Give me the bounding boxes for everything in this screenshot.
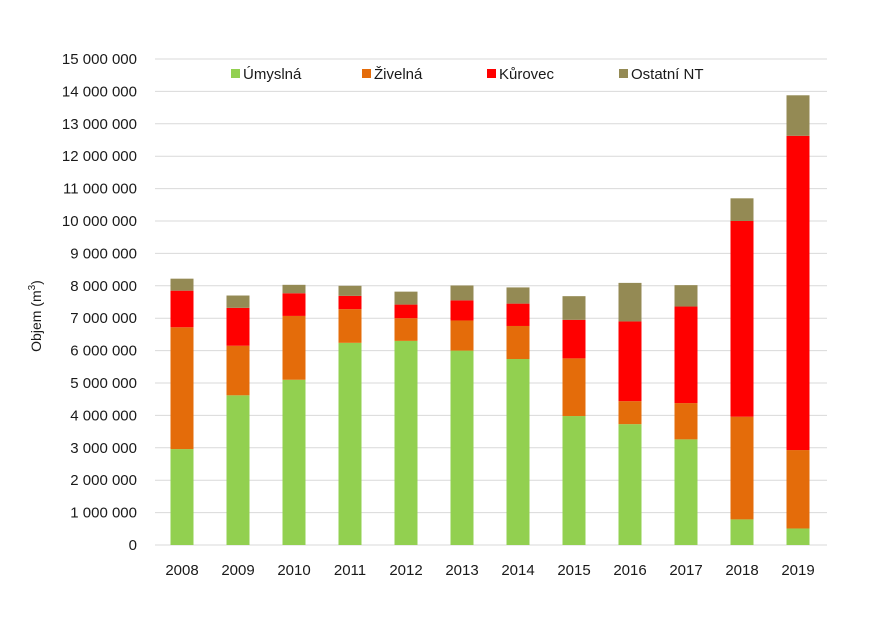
- x-tick-label: 2018: [725, 562, 758, 579]
- legend-label: Ostatní NT: [631, 66, 704, 83]
- x-tick-label: 2011: [334, 562, 366, 579]
- x-tick-label: 2019: [781, 562, 814, 579]
- bar-segment: [562, 416, 586, 545]
- bar-segment: [786, 135, 810, 451]
- y-tick-label: 11 000 000: [63, 181, 137, 198]
- bar-segment: [618, 321, 642, 402]
- legend-item: Kůrovec: [487, 66, 555, 83]
- x-axis-ticks: 2008 2009 2010 2011 2012 2013 2014 2015 2016 2017…: [165, 562, 814, 579]
- bar-segment: [170, 290, 194, 328]
- y-tick-label: 15 000 000: [62, 51, 137, 68]
- y-tick-label: 4 000 000: [70, 407, 137, 424]
- legend-item: Živelná: [362, 66, 423, 83]
- y-axis-ticks: 0 1 000 000 2 000 000 3 000 000 4 000 000 5 0…: [62, 51, 137, 554]
- y-tick-label: 9 000 000: [70, 245, 137, 262]
- bar-segment: [282, 315, 306, 380]
- bar-segment: [338, 285, 362, 296]
- legend-label: Úmyslná: [243, 66, 302, 83]
- x-tick-label: 2010: [277, 562, 310, 579]
- x-tick-label: 2009: [221, 562, 254, 579]
- legend-label: Kůrovec: [499, 66, 555, 83]
- bar-segment: [562, 296, 586, 320]
- bar-segment: [786, 528, 810, 545]
- x-tick-label: 2017: [669, 562, 702, 579]
- bar-segment: [226, 307, 250, 346]
- bar-segment: [394, 318, 418, 341]
- x-tick-label: 2016: [613, 562, 646, 579]
- bar-segment: [786, 450, 810, 529]
- y-tick-label: 6 000 000: [70, 343, 137, 360]
- x-tick-label: 2012: [389, 562, 422, 579]
- bar-segment: [730, 198, 754, 221]
- y-tick-label: 7 000 000: [70, 310, 137, 327]
- bar-segment: [394, 340, 418, 545]
- legend-swatch: [487, 69, 496, 78]
- bar-segment: [226, 395, 250, 545]
- bar-segment: [450, 320, 474, 351]
- bar-segment: [618, 424, 642, 545]
- bar-segment: [674, 306, 698, 404]
- bar-segment: [450, 300, 474, 321]
- bar-segment: [170, 278, 194, 291]
- legend-item: Ostatní NT: [619, 66, 704, 83]
- legend: Úmyslná Živelná Kůrovec Ostatní NT: [231, 66, 704, 83]
- bar-segment: [226, 295, 250, 308]
- y-tick-label: 0: [129, 537, 137, 554]
- bar-segment: [282, 293, 306, 316]
- legend-swatch: [619, 69, 628, 78]
- legend-item: Úmyslná: [231, 66, 302, 83]
- bar-segment: [618, 282, 642, 322]
- bar-segment: [730, 221, 754, 417]
- bar-segment: [730, 519, 754, 545]
- bar-segment: [394, 291, 418, 305]
- y-tick-label: 12 000 000: [62, 148, 137, 165]
- bar-segment: [562, 319, 586, 359]
- y-axis-title: Objem (m3): [27, 280, 44, 352]
- x-tick-label: 2015: [557, 562, 590, 579]
- bar-segment: [618, 401, 642, 425]
- bar-segment: [394, 304, 418, 319]
- bar-segment: [506, 359, 530, 545]
- bar-segment: [506, 287, 530, 304]
- bar-segment: [450, 350, 474, 545]
- bar-segment: [674, 285, 698, 307]
- bar-segment: [730, 416, 754, 520]
- bar-segment: [450, 285, 474, 301]
- bar-segment: [338, 295, 362, 310]
- legend-label: Živelná: [374, 66, 423, 83]
- bar-segment: [170, 327, 194, 450]
- bar-segment: [338, 309, 362, 343]
- bar-segment: [226, 345, 250, 396]
- x-tick-label: 2013: [445, 562, 478, 579]
- bar-segment: [674, 403, 698, 440]
- y-tick-label: 14 000 000: [62, 83, 137, 100]
- y-tick-label: 13 000 000: [62, 116, 137, 133]
- bar-segment: [562, 358, 586, 417]
- y-tick-label: 1 000 000: [70, 505, 137, 522]
- y-tick-label: 10 000 000: [62, 213, 137, 230]
- bar-segment: [674, 439, 698, 545]
- bars: [170, 95, 810, 545]
- bar-segment: [282, 379, 306, 545]
- bar-segment: [506, 325, 530, 360]
- x-tick-label: 2008: [165, 562, 198, 579]
- y-tick-label: 2 000 000: [70, 472, 137, 489]
- legend-swatch: [362, 69, 371, 78]
- bar-segment: [170, 449, 194, 545]
- bar-segment: [282, 284, 306, 294]
- y-tick-label: 8 000 000: [70, 278, 137, 295]
- bar-segment: [786, 95, 810, 136]
- bar-segment: [338, 342, 362, 545]
- bar-segment: [506, 303, 530, 326]
- gridlines: [155, 58, 827, 546]
- y-tick-label: 5 000 000: [70, 375, 137, 392]
- legend-swatch: [231, 69, 240, 78]
- x-tick-label: 2014: [501, 562, 534, 579]
- y-tick-label: 3 000 000: [70, 440, 137, 457]
